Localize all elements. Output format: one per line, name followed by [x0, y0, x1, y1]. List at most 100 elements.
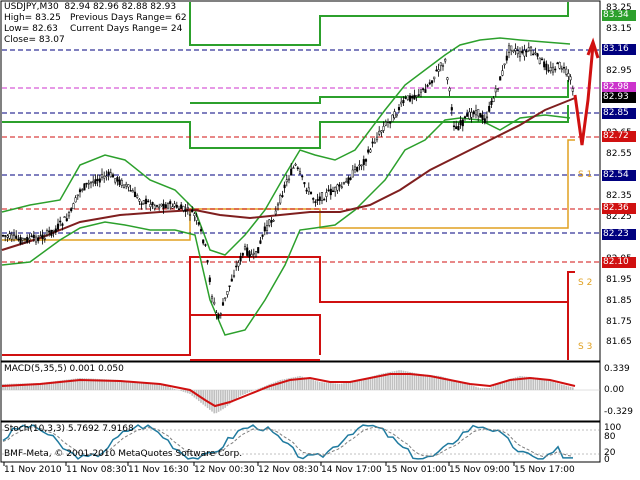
macd-histogram-bar [325, 382, 328, 390]
candle-body [549, 67, 552, 72]
macd-histogram-bar [338, 383, 341, 390]
candle-body [118, 179, 121, 185]
macd-histogram-bar [519, 376, 521, 390]
candle-body [186, 207, 189, 209]
macd-histogram-bar [39, 382, 42, 390]
macd-histogram-bar [140, 382, 143, 390]
macd-histogram-bar [424, 374, 427, 390]
macd-histogram-bar [327, 382, 330, 390]
time-axis-label: 11 Nov 16:30 [128, 465, 189, 475]
price-tag: 82.36 [602, 203, 636, 214]
macd-histogram-bar [272, 382, 275, 390]
macd-histogram-bar [11, 383, 13, 390]
macd-histogram-bar [437, 375, 440, 390]
stoch-panel-border [0, 421, 601, 463]
support-label-s3: S 3 [578, 342, 593, 352]
candle-body [386, 121, 390, 123]
macd-histogram-bar [464, 383, 466, 390]
candle-body [54, 228, 57, 233]
macd-histogram-bar [74, 378, 77, 390]
macd-histogram-bar [492, 385, 495, 390]
macd-histogram-bar [374, 375, 376, 390]
macd-histogram-bar [545, 379, 548, 390]
macd-histogram-bar [488, 388, 490, 390]
candle-body [457, 126, 460, 131]
macd-histogram-bar [110, 379, 112, 390]
macd-histogram-bar [158, 383, 160, 390]
candle-body [558, 61, 561, 69]
candle-body [437, 69, 440, 72]
macd-histogram-bar [572, 387, 574, 390]
macd-histogram-bar [297, 376, 299, 390]
candle-body [224, 297, 227, 299]
macd-histogram-bar [495, 384, 497, 390]
macd-histogram-bar [239, 390, 242, 396]
macd-histogram-bar [162, 385, 165, 390]
candle-body [19, 237, 22, 245]
candle-body [215, 312, 218, 315]
macd-histogram-bar [88, 378, 90, 390]
time-axis-label: 15 Nov 01:00 [386, 465, 447, 475]
macd-histogram-bar [400, 370, 402, 390]
candle-body [340, 186, 343, 188]
macd-histogram-bar [541, 378, 543, 390]
price-axis-label: 81.85 [606, 295, 632, 306]
candle-body [59, 220, 62, 223]
macd-histogram-bar [398, 370, 400, 390]
macd-histogram-bar [330, 383, 332, 390]
macd-histogram-bar [226, 390, 229, 407]
macd-histogram-bar [314, 380, 317, 390]
macd-histogram-bar [129, 381, 132, 390]
macd-histogram-bar [558, 383, 561, 390]
macd-histogram-bar [517, 376, 519, 390]
macd-histogram-bar [37, 383, 39, 390]
macd-histogram-bar [96, 378, 99, 390]
macd-histogram-bar [41, 382, 44, 390]
macd-histogram-bar [160, 384, 163, 390]
macd-histogram-bar [534, 377, 537, 390]
macd-histogram-bar [391, 371, 394, 390]
candle-body [252, 252, 255, 255]
macd-histogram-bar [136, 381, 138, 390]
candle-body [226, 291, 229, 295]
time-axis-ticks [3, 462, 515, 466]
pivot-support-line [2, 139, 575, 241]
candle-body [356, 166, 359, 172]
macd-histogram-bar [411, 372, 413, 390]
range-boxes [2, 256, 575, 361]
macd-histogram-bar [83, 378, 86, 390]
macd-histogram-bar [244, 390, 246, 394]
candle-body [4, 235, 7, 237]
macd-label: MACD(5,35,5) 0.001 0.050 [4, 364, 124, 374]
price-axis-label: 81.75 [606, 316, 632, 327]
macd-histogram-bar [385, 372, 387, 390]
candle-body [417, 94, 420, 96]
pivot-resistance-lines [2, 2, 569, 149]
macd-histogram-bar [563, 385, 565, 390]
macd-histogram-bar [114, 379, 116, 390]
candle-body [499, 76, 502, 81]
candle-body [142, 200, 145, 204]
candle-body [556, 62, 559, 65]
candle-body [39, 235, 42, 237]
candle-body [235, 265, 238, 268]
macd-histogram-bar [523, 376, 526, 390]
candle-body [318, 196, 321, 201]
candle-body [173, 203, 176, 207]
candle-body [199, 229, 203, 232]
candle-body [474, 110, 478, 116]
macd-histogram-bar [13, 383, 15, 390]
candle-body [184, 209, 187, 212]
macd-histogram-bar [165, 385, 167, 390]
candle-body [177, 208, 181, 210]
candle-body [567, 73, 570, 77]
macd-histogram-bar [121, 380, 123, 390]
candle-body [56, 223, 60, 230]
macd-histogram-bar [334, 383, 336, 390]
candle-body [144, 198, 148, 205]
candle-body [307, 187, 310, 193]
macd-histogram-bar [112, 379, 114, 390]
candle-body [534, 52, 537, 55]
